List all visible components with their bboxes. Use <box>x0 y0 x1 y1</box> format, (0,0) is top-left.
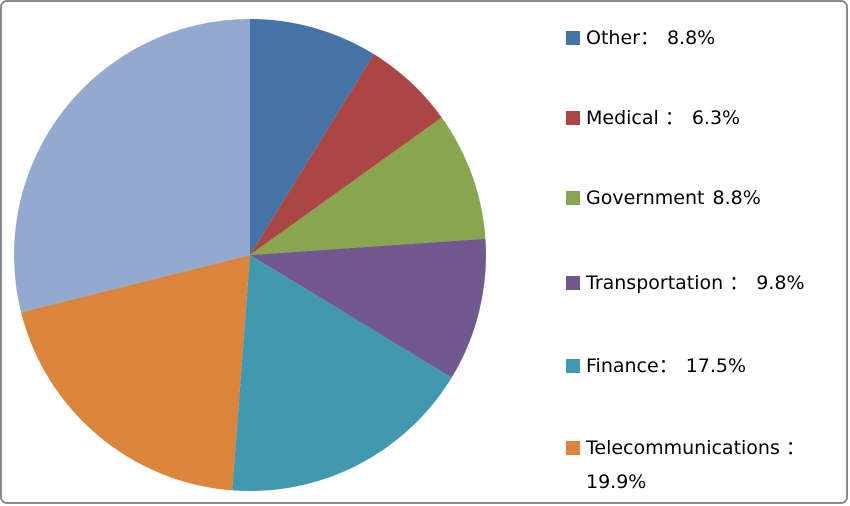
legend-value: 17.5% <box>686 355 746 377</box>
legend-name: Transportation ： <box>585 272 748 294</box>
legend-value: 8.8% <box>713 187 761 209</box>
legend-name: Telecommunications ： <box>585 437 805 459</box>
legend-name: Finance： <box>586 355 678 377</box>
pie-slice <box>250 19 374 255</box>
legend-value: 8.8% <box>667 27 715 49</box>
legend-name: Other： <box>586 27 659 49</box>
pie-slice <box>232 255 452 491</box>
legend-swatch <box>566 359 580 373</box>
legend-value: 6.3% <box>692 107 740 129</box>
pie-slice <box>250 117 486 255</box>
pie-slice <box>250 238 486 378</box>
legend-label: Government 8.8% <box>586 187 761 209</box>
pie-slice <box>250 54 442 256</box>
pie-slice <box>13 19 251 313</box>
legend-label: Telecommunications ： 19.9% <box>585 437 805 493</box>
legend-name: Government <box>586 187 705 209</box>
pie-slice <box>21 255 250 491</box>
legend-value: 9.8% <box>756 272 804 294</box>
legend-value: 19.9% <box>586 471 646 493</box>
legend-label: Medical ： 6.3% <box>586 107 740 129</box>
legend-swatch <box>566 191 580 205</box>
legend-label: Transportation ： 9.8% <box>585 272 805 294</box>
legend-name: Medical ： <box>586 107 684 129</box>
legend-swatch <box>566 31 580 45</box>
legend-swatch <box>566 441 580 455</box>
legend-swatch <box>566 111 580 125</box>
legend-label: Other： 8.8% <box>586 27 715 49</box>
legend-swatch <box>566 276 580 290</box>
legend-label: Finance： 17.5% <box>586 355 746 377</box>
